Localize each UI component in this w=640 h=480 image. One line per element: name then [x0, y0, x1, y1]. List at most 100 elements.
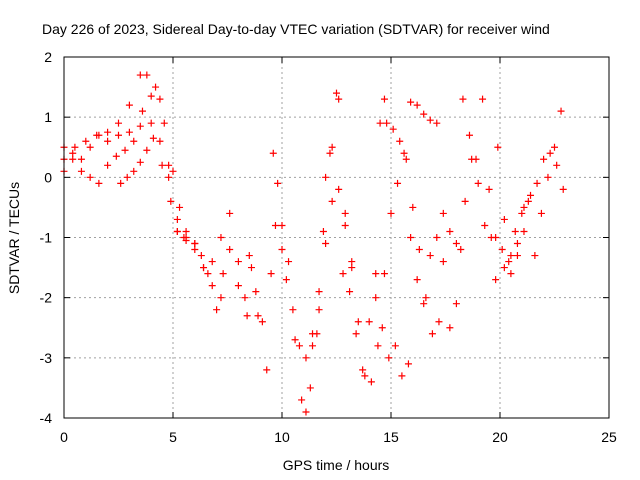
- data-point: [481, 221, 489, 229]
- data-point: [274, 179, 282, 187]
- data-point: [520, 203, 528, 211]
- data-point: [339, 270, 347, 278]
- data-point: [413, 276, 421, 284]
- data-point: [524, 197, 532, 205]
- data-point: [500, 215, 508, 223]
- data-point: [335, 185, 343, 193]
- data-point: [191, 246, 199, 254]
- data-point: [86, 143, 94, 151]
- data-point: [387, 209, 395, 217]
- y-tick-label: -3: [40, 350, 53, 366]
- data-point: [104, 161, 112, 169]
- x-tick-label: 20: [492, 429, 508, 445]
- data-point: [169, 167, 177, 175]
- data-point: [69, 155, 77, 163]
- data-point: [136, 71, 144, 79]
- data-point: [71, 143, 79, 151]
- data-point: [409, 203, 417, 211]
- data-point: [335, 95, 343, 103]
- data-point: [156, 95, 164, 103]
- data-point: [252, 288, 260, 296]
- series-track-n: [500, 149, 567, 278]
- data-point: [278, 221, 286, 229]
- data-point: [376, 119, 384, 127]
- data-point: [69, 149, 77, 157]
- data-point: [125, 128, 133, 136]
- data-point: [115, 119, 122, 127]
- data-point: [359, 366, 367, 374]
- data-point: [147, 119, 155, 127]
- data-point: [498, 246, 506, 254]
- data-point: [302, 408, 310, 416]
- data-point: [435, 318, 443, 326]
- data-point: [420, 110, 428, 118]
- data-point: [241, 294, 249, 302]
- data-point: [217, 234, 225, 241]
- data-point: [309, 342, 317, 350]
- data-point: [428, 330, 436, 338]
- data-point: [394, 179, 402, 187]
- data-point: [208, 258, 216, 266]
- data-point: [167, 197, 175, 205]
- data-point: [507, 270, 515, 278]
- y-tick-label: -4: [40, 410, 53, 426]
- data-point: [217, 294, 225, 302]
- data-point: [271, 221, 279, 229]
- data-point: [485, 185, 493, 193]
- data-point: [115, 131, 122, 139]
- data-point: [165, 173, 173, 181]
- x-tick-label: 5: [169, 429, 177, 445]
- series-track-l: [452, 143, 528, 308]
- data-point: [200, 264, 208, 272]
- series-track-j: [383, 119, 443, 338]
- series-track-b: [60, 119, 251, 320]
- data-point: [396, 137, 404, 145]
- data-point: [291, 336, 299, 344]
- data-point: [309, 330, 317, 338]
- data-point: [365, 318, 373, 326]
- data-point: [285, 258, 293, 266]
- data-point: [173, 227, 181, 235]
- data-point: [391, 342, 399, 350]
- data-point: [426, 116, 434, 124]
- data-point: [415, 246, 423, 254]
- data-point: [492, 234, 500, 241]
- data-point: [452, 300, 460, 308]
- data-point: [537, 209, 545, 217]
- data-point: [149, 134, 157, 142]
- data-point: [278, 246, 286, 254]
- data-point: [213, 306, 221, 314]
- data-point: [160, 119, 168, 127]
- data-point: [413, 101, 421, 109]
- series-track-h: [339, 270, 412, 380]
- data-point: [513, 252, 521, 260]
- data-point: [197, 252, 205, 260]
- data-point: [468, 155, 476, 163]
- data-point: [433, 119, 441, 127]
- data-point: [426, 252, 434, 260]
- series-track-e: [245, 89, 340, 416]
- data-point: [258, 318, 266, 326]
- series-track-d: [117, 134, 188, 241]
- data-point: [540, 155, 548, 163]
- data-point: [465, 131, 473, 139]
- data-point: [158, 161, 166, 169]
- data-point: [407, 234, 415, 241]
- data-point: [378, 324, 386, 332]
- data-point: [446, 227, 454, 235]
- data-point: [180, 234, 188, 241]
- x-tick-label: 10: [274, 429, 290, 445]
- chart-title: Day 226 of 2023, Sidereal Day-to-day VTE…: [42, 21, 550, 37]
- data-point: [289, 306, 297, 314]
- data-point: [322, 240, 330, 248]
- data-point: [500, 264, 508, 272]
- data-point: [389, 125, 397, 133]
- data-point: [156, 137, 164, 145]
- data-point: [234, 258, 242, 266]
- data-point: [247, 264, 255, 272]
- data-point: [341, 209, 349, 217]
- data-point: [380, 95, 388, 103]
- data-point: [372, 270, 380, 278]
- data-point: [333, 89, 340, 97]
